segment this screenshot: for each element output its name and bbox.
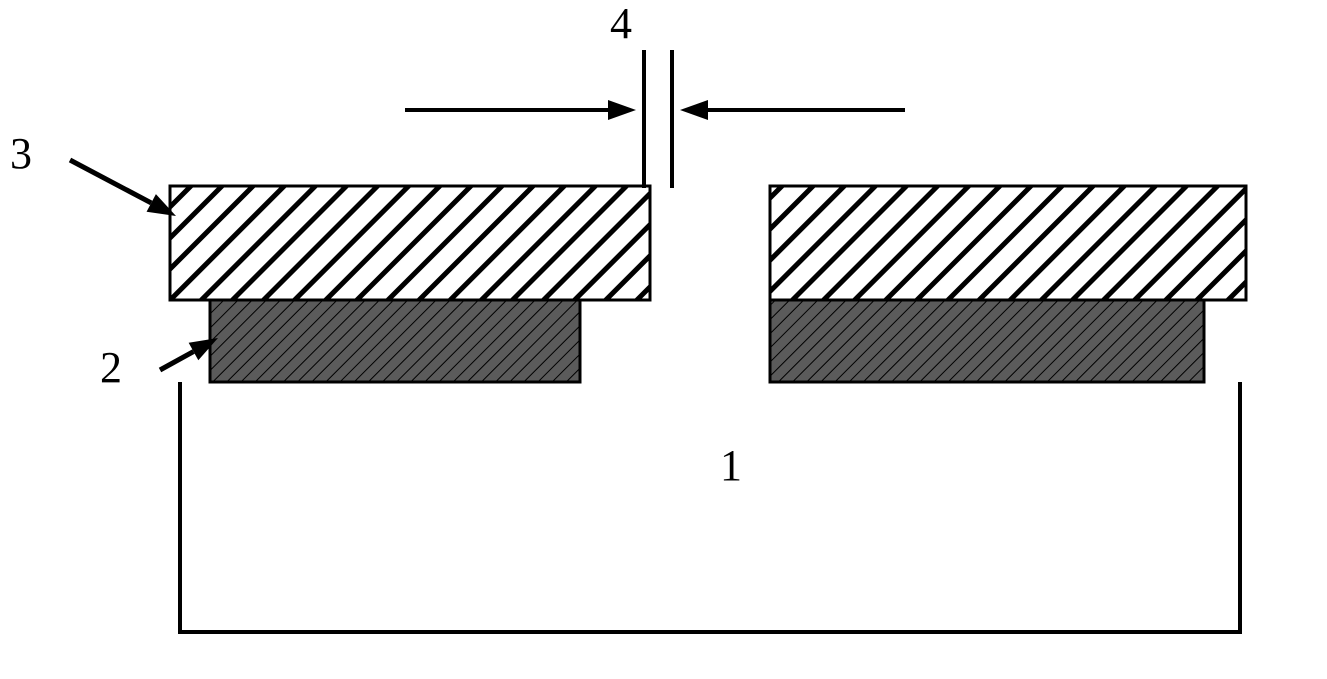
substrate-region <box>180 382 1240 632</box>
layer2-left <box>210 300 580 382</box>
layer3-left <box>170 186 650 300</box>
layer2-right <box>770 300 1204 382</box>
layer3-right <box>770 186 1246 300</box>
substrate-label: 1 <box>720 441 742 490</box>
gap-label: 4 <box>610 0 632 48</box>
layer2-label: 2 <box>100 343 122 392</box>
layer3-label: 3 <box>10 129 32 178</box>
